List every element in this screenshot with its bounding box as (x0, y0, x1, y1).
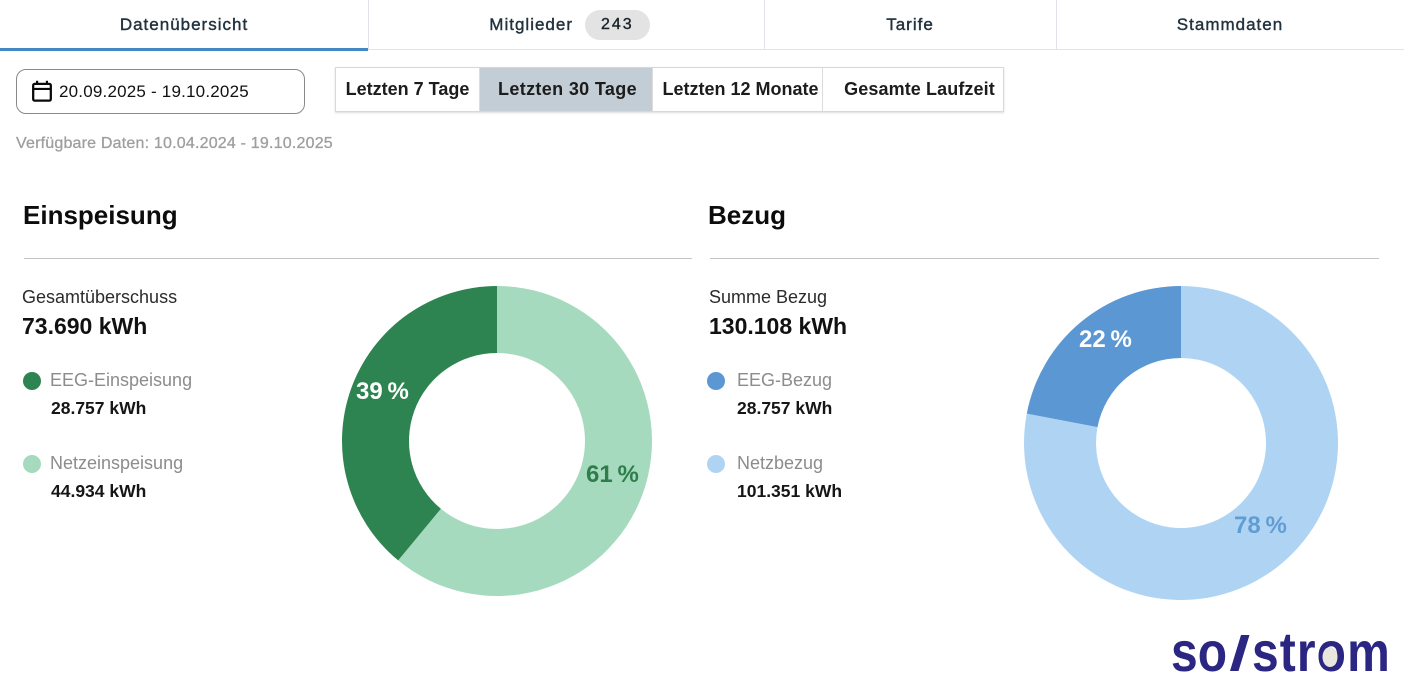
svg-text:strom: strom (1252, 626, 1391, 682)
svg-text:so: so (1171, 626, 1227, 682)
